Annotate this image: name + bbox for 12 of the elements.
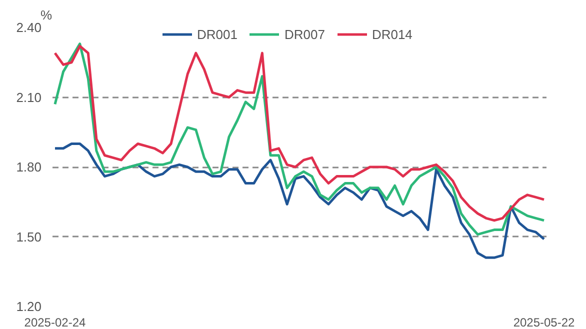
- x-tick-label: 2025-05-22: [513, 316, 576, 329]
- y-tick-label: 2.40: [16, 20, 42, 35]
- y-axis-title: %: [40, 8, 52, 22]
- legend-label: DR007: [284, 26, 325, 42]
- legend-label: DR001: [197, 26, 238, 42]
- y-tick-label: 2.10: [16, 90, 42, 105]
- y-tick-label: 1.80: [16, 160, 42, 174]
- y-tick-label: 1.50: [16, 229, 42, 244]
- line-series: [54, 142, 546, 259]
- x-tick-label: 2025-02-24: [24, 316, 86, 329]
- legend-label: DR014: [372, 26, 412, 42]
- y-tick-label: 1.20: [16, 299, 42, 314]
